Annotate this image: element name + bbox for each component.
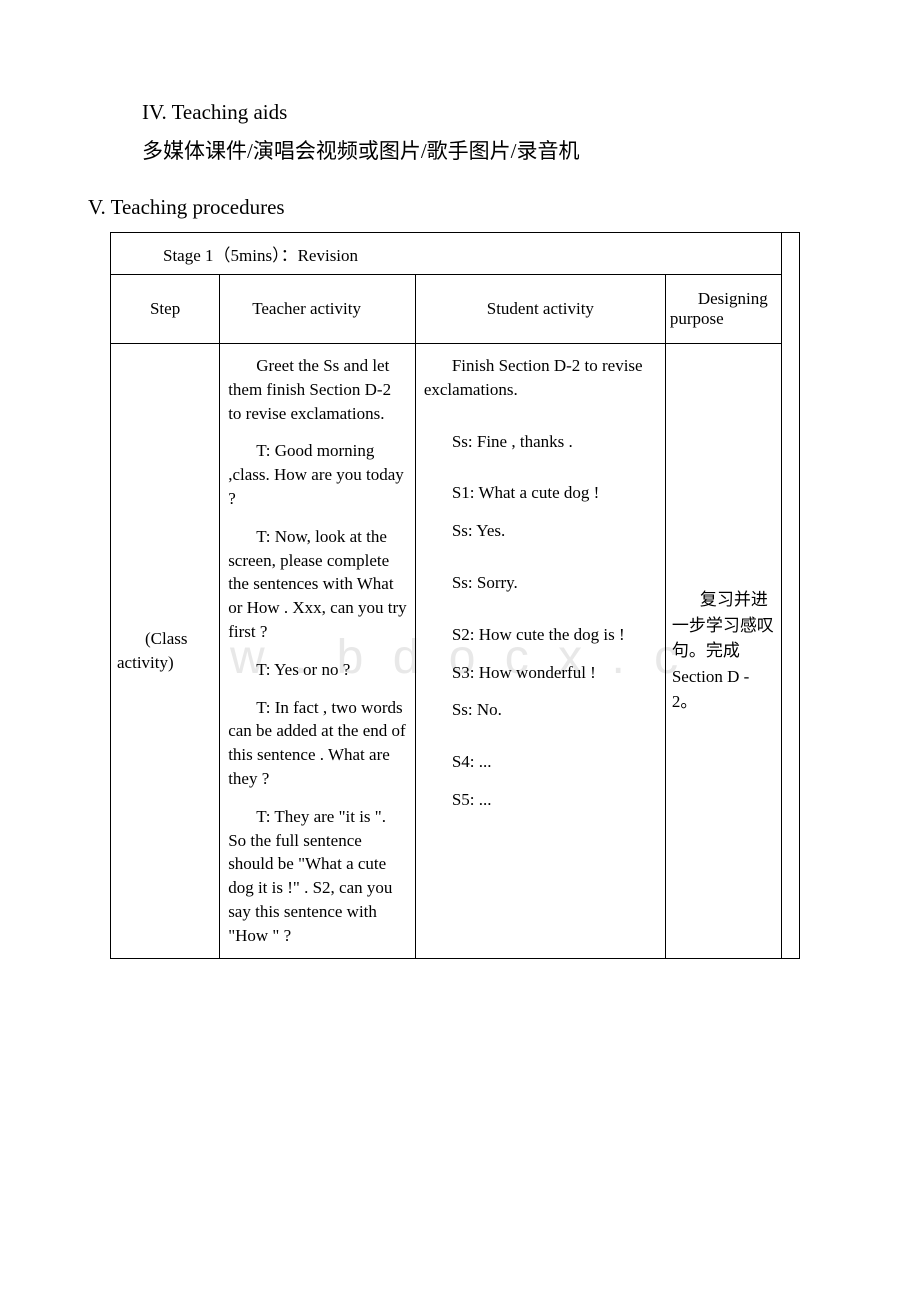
section-5-heading: V. Teaching procedures (88, 195, 820, 220)
student-p6: S2: How cute the dog is ! (424, 623, 657, 647)
header-step: Step (111, 275, 220, 344)
student-p2: Ss: Fine , thanks . (424, 430, 657, 454)
header-teacher-text: Teacher activity (224, 299, 411, 319)
procedures-inner-table: Step Teacher activity Student activity D… (111, 275, 781, 958)
header-teacher: Teacher activity (220, 275, 416, 344)
section-4-heading: IV. Teaching aids (100, 100, 820, 125)
cell-teacher: Greet the Ss and let them finish Section… (220, 344, 416, 958)
teacher-p1: Greet the Ss and let them finish Section… (228, 354, 407, 425)
purpose-text: 复习并进一步学习感叹句。完成Section D - 2。 (672, 587, 775, 715)
right-narrow-cell (782, 233, 800, 959)
header-purpose: Designing purpose (665, 275, 781, 344)
student-p1: Finish Section D-2 to revise exclamation… (424, 354, 657, 402)
cell-step: (Class activity) (111, 344, 220, 958)
student-p7: S3: How wonderful ! (424, 661, 657, 685)
cell-purpose: 复习并进一步学习感叹句。完成Section D - 2。 (665, 344, 781, 958)
inner-table-container: Step Teacher activity Student activity D… (111, 275, 782, 959)
teacher-p4: T: Yes or no ? (228, 658, 407, 682)
procedures-outer-table: Stage 1（5mins）：Revision Step Teacher act… (110, 232, 800, 959)
teacher-p5: T: In fact , two words can be added at t… (228, 696, 407, 791)
section-4-text: 多媒体课件/演唱会视频或图片/歌手图片/录音机 (100, 135, 820, 165)
cell-student: Finish Section D-2 to revise exclamation… (415, 344, 665, 958)
table-header-row: Step Teacher activity Student activity D… (111, 275, 781, 344)
student-p10: S5: ... (424, 788, 657, 812)
stage-text: Stage 1（5mins）：Revision (163, 246, 358, 265)
table-content-row: (Class activity) Greet the Ss and let th… (111, 344, 781, 958)
teacher-p3: T: Now, look at the screen, please compl… (228, 525, 407, 644)
step-text: (Class activity) (117, 627, 213, 675)
student-p5: Ss: Sorry. (424, 571, 657, 595)
teacher-p2: T: Good morning ,class. How are you toda… (228, 439, 407, 510)
teacher-p6: T: They are "it is ". So the full senten… (228, 805, 407, 948)
student-p9: S4: ... (424, 750, 657, 774)
header-student: Student activity (415, 275, 665, 344)
student-p3: S1: What a cute dog ! (424, 481, 657, 505)
header-purpose-text: Designing purpose (670, 289, 777, 329)
stage-cell: Stage 1（5mins）：Revision (111, 233, 782, 275)
student-p4: Ss: Yes. (424, 519, 657, 543)
student-p8: Ss: No. (424, 698, 657, 722)
